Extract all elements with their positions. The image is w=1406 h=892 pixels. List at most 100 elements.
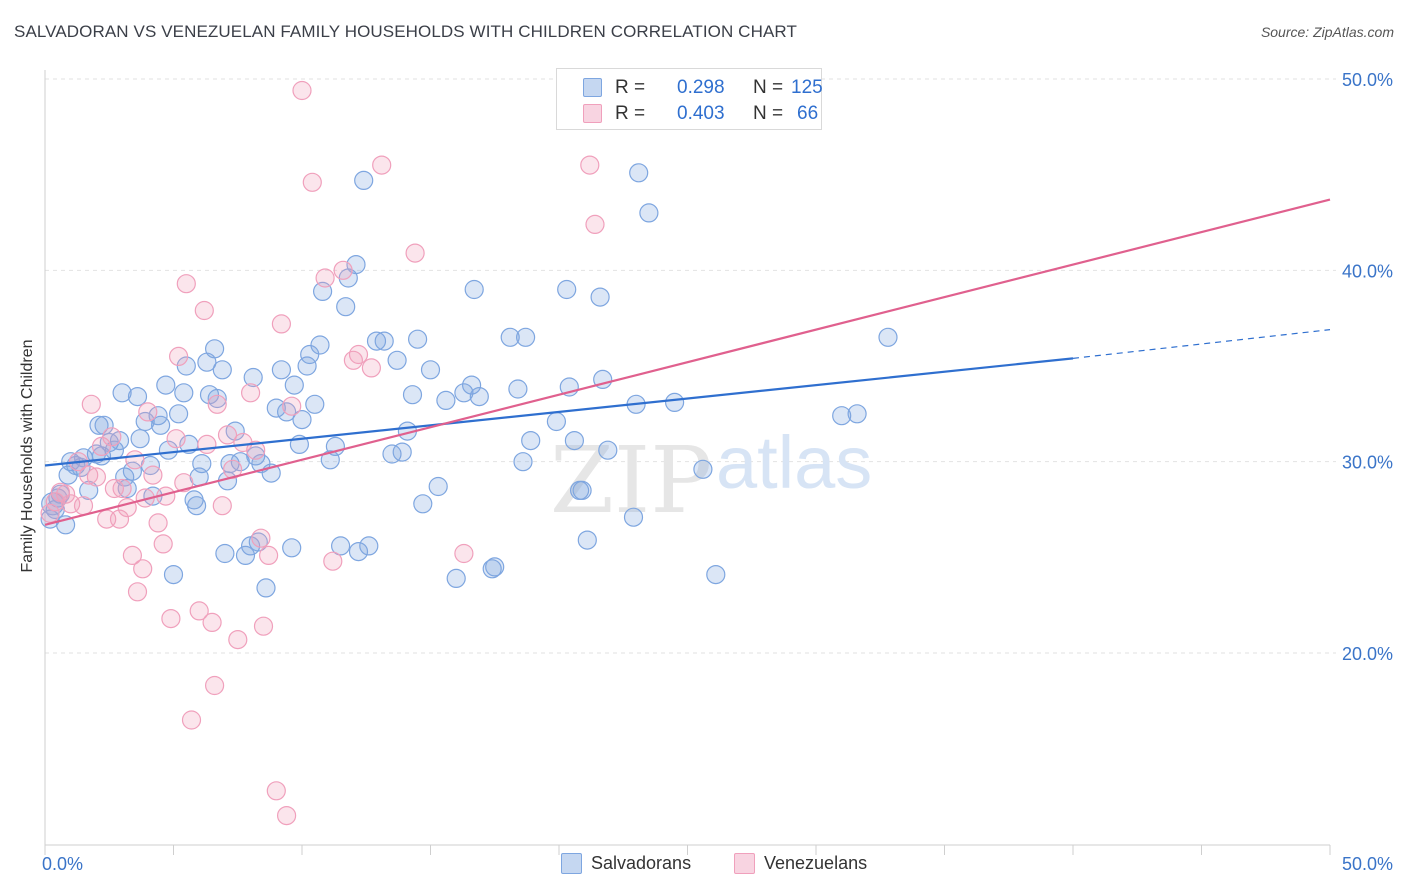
- legend-n-label: N =: [753, 103, 784, 124]
- salvadoran-point: [420, 360, 441, 380]
- venezuelan-point: [91, 436, 112, 456]
- venezuelan-point: [138, 402, 158, 422]
- salvadoran-point: [163, 564, 184, 585]
- legend-n-value: 66: [797, 103, 819, 124]
- salvadoran-point: [207, 388, 227, 409]
- tick-labels: 20.0% 30.0% 40.0% 50.0% 0.0% 50.0%: [42, 70, 1393, 874]
- salvadoran-point: [122, 461, 142, 481]
- salvadoran-point: [359, 536, 379, 556]
- salvadoran-point: [156, 375, 176, 395]
- legend-swatch-venezuelans: [583, 104, 602, 123]
- venezuelan-point: [343, 350, 363, 370]
- salvadoran-point: [564, 431, 585, 451]
- venezuelan-point: [127, 582, 148, 602]
- salvadoran-point: [158, 440, 178, 460]
- salvadoran-point: [557, 279, 577, 300]
- salvadoran-point: [577, 530, 597, 550]
- venezuelan-point: [253, 616, 274, 636]
- salvadoran-point: [348, 541, 369, 562]
- salvadoran-point: [205, 339, 225, 359]
- venezuelan-point: [189, 601, 209, 621]
- venezuelan-point: [454, 543, 474, 564]
- venezuelan-point: [348, 344, 369, 365]
- salvadoran-point: [598, 440, 618, 460]
- venezuelan-point: [405, 243, 425, 263]
- legend-r-label: R =: [615, 103, 646, 124]
- venezuelan-point: [112, 478, 132, 499]
- salvadoran-point: [94, 415, 114, 435]
- y-tick-label: 30.0%: [1342, 453, 1393, 473]
- salvadoran-point: [508, 379, 528, 399]
- y-tick-label: 50.0%: [1342, 70, 1393, 90]
- salvadoran-point: [127, 387, 148, 407]
- salvadoran-point: [266, 398, 286, 418]
- venezuelan-point: [580, 155, 600, 175]
- salvadoran-point: [130, 429, 150, 449]
- venezuelan-point: [73, 496, 94, 516]
- x-tick-label: 0.0%: [42, 854, 83, 874]
- venezuelan-point: [302, 172, 322, 192]
- salvadoran-point: [706, 564, 726, 585]
- y-axis-label: Family Households with Children: [19, 339, 36, 573]
- venezuelan-point: [153, 534, 173, 554]
- salvadoran-point: [277, 402, 297, 422]
- venezuelan-point: [122, 545, 142, 566]
- watermark-atlas: atlas: [716, 421, 872, 504]
- salvadoran-point: [292, 410, 312, 430]
- venezuelan-point: [372, 155, 392, 175]
- salvadoran-point: [572, 480, 592, 500]
- salvadoran-point: [392, 442, 412, 462]
- venezuelan-point: [109, 509, 130, 529]
- venezuelan-point: [212, 496, 232, 516]
- chart-title: SALVADORAN VS VENEZUELAN FAMILY HOUSEHOL…: [14, 22, 797, 41]
- salvadoran-point: [590, 287, 610, 307]
- legend-r-value: 0.298: [677, 77, 725, 98]
- salvadoran-point: [629, 163, 649, 183]
- salvadoran-point: [336, 297, 356, 317]
- salvadoran-point: [500, 327, 520, 347]
- salvadoran-point: [446, 568, 466, 589]
- venezuelan-point: [585, 214, 605, 234]
- venezuelans-trend-line: [44, 198, 1331, 526]
- salvadoran-point: [174, 383, 194, 403]
- legend-swatch-salvadorans: [583, 78, 602, 97]
- salvadoran-point: [282, 538, 302, 558]
- venezuelan-point: [176, 274, 196, 294]
- salvadoran-point: [462, 375, 482, 395]
- venezuelan-point: [217, 425, 238, 445]
- venezuelan-point: [174, 473, 194, 493]
- venezuelan-point: [251, 528, 271, 548]
- salvadoran-point: [374, 331, 394, 351]
- grid: [45, 78, 1336, 654]
- salvadoran-point: [235, 545, 256, 566]
- y-tick-label: 20.0%: [1342, 644, 1393, 664]
- salvadoran-point: [413, 494, 433, 514]
- bottom-legend-label: Venezuelans: [764, 853, 868, 873]
- salvadoran-point: [243, 367, 263, 388]
- venezuelan-point: [277, 805, 297, 826]
- y-tick-label: 40.0%: [1342, 261, 1393, 281]
- source-label: Source: ZipAtlas.com: [1260, 24, 1394, 40]
- venezuelan-point: [166, 429, 186, 449]
- trend-lines: [44, 198, 1331, 526]
- salvadoran-point: [436, 390, 456, 410]
- venezuelans-points: [40, 80, 605, 826]
- bottom-legend-swatch: [734, 853, 755, 874]
- salvadoran-point: [623, 507, 644, 527]
- venezuelan-point: [246, 440, 266, 460]
- venezuelan-point: [133, 559, 153, 579]
- salvadoran-point: [485, 557, 505, 577]
- salvadoran-point: [297, 356, 317, 376]
- salvadoran-point: [305, 394, 325, 414]
- salvadoran-point: [331, 536, 351, 556]
- venezuelan-point: [181, 710, 202, 730]
- salvadoran-point: [212, 360, 232, 380]
- venezuelan-point: [282, 396, 302, 416]
- salvadoran-point: [215, 543, 235, 564]
- venezuelan-point: [271, 314, 291, 334]
- axes: [44, 70, 1331, 855]
- salvadoran-point: [271, 360, 291, 380]
- salvadoran-point: [176, 356, 196, 376]
- salvadoran-point: [546, 411, 567, 432]
- salvadoran-point: [464, 279, 484, 300]
